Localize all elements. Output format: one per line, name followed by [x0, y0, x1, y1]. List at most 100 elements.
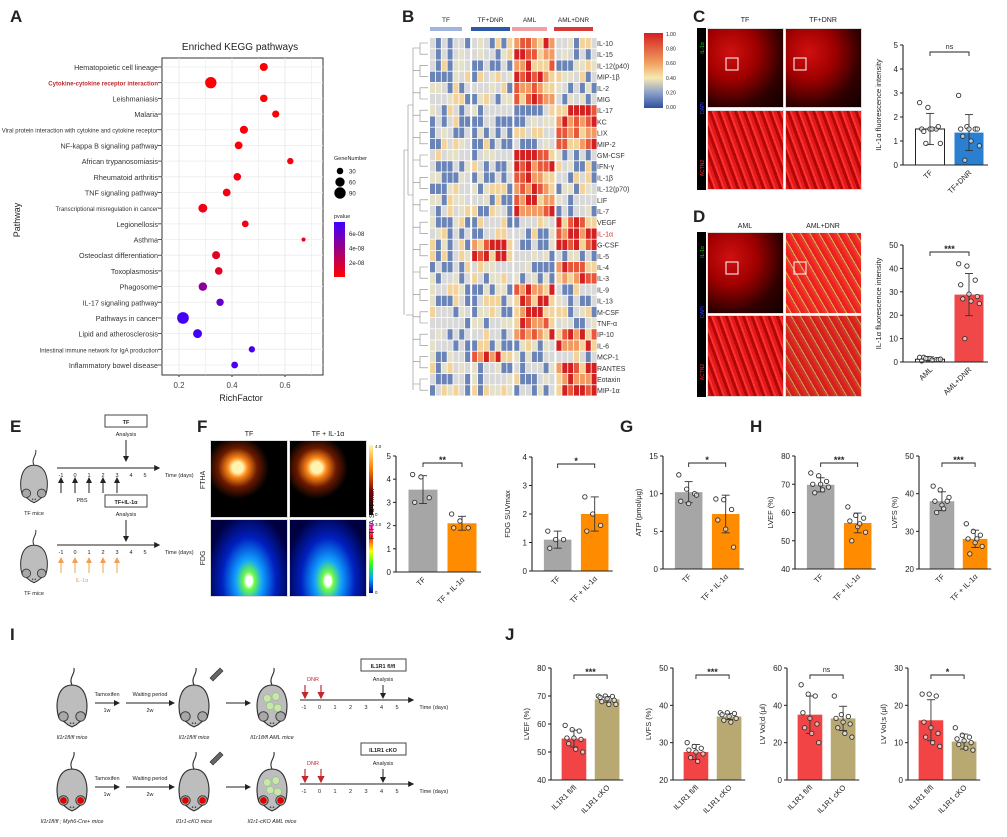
data-point — [857, 521, 863, 527]
data-point — [967, 551, 973, 557]
heatmap-cell — [562, 71, 568, 82]
row-label: IL-1α — [597, 231, 613, 238]
heatmap-cell — [472, 295, 478, 306]
heatmap-cell — [465, 161, 471, 172]
heatmap-cell — [579, 161, 585, 172]
step-label: Tamoxifen — [94, 776, 119, 782]
data-point — [845, 504, 851, 510]
row-label: IL-7 — [597, 209, 609, 216]
data-point — [929, 126, 935, 132]
colorbar-tick-label: 1.00 — [666, 32, 676, 38]
heatmap-cell — [489, 340, 495, 351]
heatmap-cell — [501, 329, 507, 340]
mouse-ear — [36, 568, 47, 579]
heatmap-cell — [514, 374, 520, 385]
bar — [716, 716, 742, 780]
data-point — [573, 746, 579, 752]
heatmap-cell — [556, 138, 562, 150]
zoom-box — [793, 57, 807, 71]
heatmap-cell — [447, 340, 453, 351]
mouse-nose — [194, 722, 197, 724]
heatmap-cell — [472, 217, 478, 228]
heatmap-cell — [453, 262, 459, 273]
data-point — [814, 721, 820, 727]
microscopy-zoom-aml-dnr — [785, 315, 862, 397]
heatmap-cell — [585, 82, 591, 94]
size-legend-label: 90 — [349, 192, 356, 198]
heatmap-cell — [430, 228, 436, 239]
heatmap-cell — [441, 351, 447, 362]
data-point — [964, 263, 970, 269]
heatmap-cell — [574, 340, 580, 351]
heatmap-cell — [472, 284, 478, 295]
bubble-point — [198, 282, 208, 291]
leukemia-cell — [263, 694, 272, 703]
data-point — [678, 498, 684, 504]
heatmap-cell — [514, 385, 520, 396]
heatmap-cell — [585, 340, 591, 351]
heatmap-cell — [453, 374, 459, 385]
heatmap-cell — [489, 250, 495, 262]
heatmap-cell — [453, 351, 459, 362]
heatmap-cell — [526, 362, 532, 374]
heatmap-cell — [574, 284, 580, 295]
heatmap-cell — [537, 49, 543, 60]
heatmap-cell — [441, 127, 447, 138]
heatmap-cell — [435, 116, 441, 127]
timeline-day: 3 — [364, 705, 367, 711]
mouse-tail — [270, 667, 275, 686]
heatmap-cell — [591, 161, 597, 172]
heatmap-cell — [543, 385, 549, 396]
heatmap-cell — [549, 273, 555, 284]
data-point — [956, 741, 962, 748]
data-point — [921, 128, 927, 135]
row-label: MIP-2 — [597, 142, 616, 149]
y-tick-label: 40 — [659, 701, 668, 710]
heatmap-cell — [441, 306, 447, 318]
heatmap-cell — [537, 38, 543, 49]
heatmap-cell — [543, 38, 549, 49]
heatmap-cell — [549, 71, 555, 82]
y-tick-label: 3 — [894, 89, 899, 98]
heatmap-cell — [441, 239, 447, 250]
heatmap-cell — [453, 138, 459, 150]
mouse-nose — [269, 722, 272, 724]
heatmap-cell — [579, 116, 585, 127]
x-tick-label: IL1R1 cKO — [579, 783, 611, 815]
heatmap-cell — [514, 60, 520, 71]
data-point — [562, 722, 568, 729]
heatmap-cell — [430, 284, 436, 295]
heatmap-cell — [465, 351, 471, 362]
heatmap-cell — [585, 228, 591, 239]
heatmap-cell — [441, 374, 447, 385]
heatmap-cell — [549, 206, 555, 217]
heatmap-cell — [585, 150, 591, 161]
x-tick-label: 0.6 — [279, 381, 291, 390]
heatmap-cell — [526, 228, 532, 239]
data-point — [730, 544, 737, 550]
heatmap-cell — [441, 329, 447, 340]
data-point — [923, 355, 929, 362]
heatmap-cell — [478, 340, 484, 351]
heatmap-cell — [520, 362, 526, 374]
significance-label: *** — [707, 667, 718, 677]
heatmap-cell — [556, 262, 562, 273]
heatmap-cell — [514, 273, 520, 284]
heatmap-cell — [531, 228, 537, 239]
heatmap-cell — [447, 362, 453, 374]
heatmap-cell — [501, 362, 507, 374]
heatmap-cell — [447, 374, 453, 385]
heatmap-cell — [478, 116, 484, 127]
heatmap-cell — [543, 262, 549, 273]
heatmap-cell — [514, 138, 520, 150]
heatmap-cell — [441, 194, 447, 206]
heatmap-cell — [507, 295, 513, 306]
y-axis-label: LV Vol;d (μl) — [758, 703, 767, 744]
colorbar-min: 0 — [375, 590, 378, 595]
heatmap-cell — [591, 362, 597, 374]
heatmap-cell — [526, 150, 532, 161]
leukemia-cell — [273, 787, 282, 796]
heatmap-cell — [556, 306, 562, 318]
heatmap-cell — [465, 250, 471, 262]
heatmap-cell — [514, 250, 520, 262]
